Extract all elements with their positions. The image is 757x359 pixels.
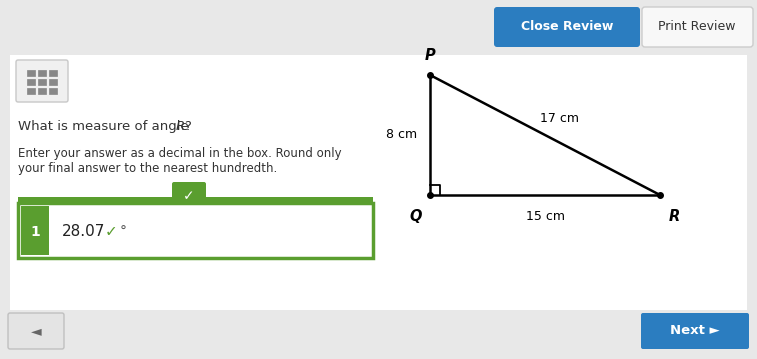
FancyBboxPatch shape bbox=[641, 313, 749, 349]
FancyBboxPatch shape bbox=[16, 60, 68, 102]
Text: your final answer to the nearest hundredth.: your final answer to the nearest hundred… bbox=[18, 162, 277, 175]
Text: Next ►: Next ► bbox=[670, 325, 720, 337]
FancyBboxPatch shape bbox=[10, 55, 747, 310]
Text: 28.07: 28.07 bbox=[62, 224, 105, 239]
Text: 8 cm: 8 cm bbox=[386, 129, 418, 141]
Text: ◄: ◄ bbox=[31, 324, 42, 338]
FancyBboxPatch shape bbox=[18, 197, 373, 203]
Text: ✓: ✓ bbox=[105, 224, 118, 239]
Bar bbox=[27, 70, 35, 76]
Text: 17 cm: 17 cm bbox=[540, 112, 580, 126]
FancyBboxPatch shape bbox=[494, 7, 640, 47]
Bar bbox=[27, 79, 35, 85]
Bar bbox=[49, 70, 57, 76]
Bar bbox=[49, 88, 57, 94]
Text: °: ° bbox=[120, 224, 127, 238]
Text: R: R bbox=[176, 120, 185, 133]
FancyBboxPatch shape bbox=[21, 206, 49, 255]
Text: 15 cm: 15 cm bbox=[525, 210, 565, 224]
Text: What is measure of angle: What is measure of angle bbox=[18, 120, 193, 133]
Text: Close Review: Close Review bbox=[521, 20, 613, 33]
Text: Q: Q bbox=[410, 209, 422, 224]
Text: 1: 1 bbox=[30, 224, 40, 238]
Bar bbox=[27, 88, 35, 94]
Text: P: P bbox=[425, 48, 435, 63]
Bar bbox=[38, 79, 46, 85]
Bar bbox=[38, 88, 46, 94]
FancyBboxPatch shape bbox=[18, 203, 373, 258]
FancyBboxPatch shape bbox=[172, 182, 206, 208]
FancyBboxPatch shape bbox=[642, 7, 753, 47]
Text: Print Review: Print Review bbox=[659, 20, 736, 33]
FancyBboxPatch shape bbox=[8, 313, 64, 349]
Text: ?: ? bbox=[184, 120, 191, 133]
Text: Enter your answer as a decimal in the box. Round only: Enter your answer as a decimal in the bo… bbox=[18, 147, 341, 160]
Bar bbox=[38, 70, 46, 76]
Text: ✓: ✓ bbox=[183, 189, 195, 203]
Bar bbox=[49, 79, 57, 85]
Text: R: R bbox=[668, 209, 680, 224]
